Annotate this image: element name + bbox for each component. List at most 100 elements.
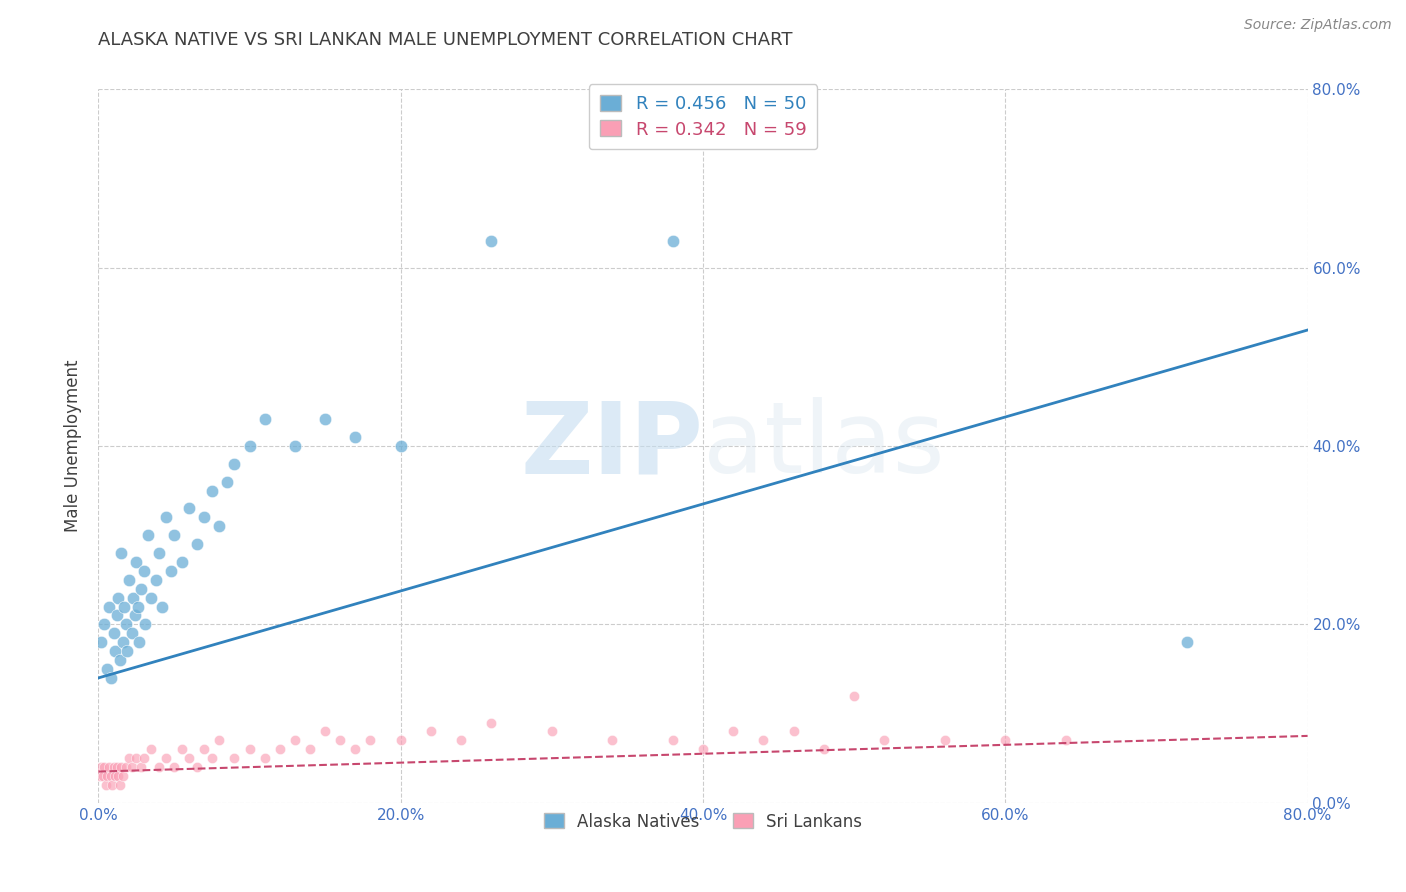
Point (110, 760, 132, 774)
Point (299, 742, 322, 756)
Point (170, 555, 193, 569)
Text: Source: ZipAtlas.com: Source: ZipAtlas.com (1244, 18, 1392, 32)
Point (100, 671, 122, 685)
Point (98, 760, 121, 774)
Point (107, 591, 129, 605)
Point (752, 733, 775, 747)
Point (148, 546, 170, 560)
Point (186, 537, 208, 551)
Point (101, 778, 124, 792)
Point (94, 778, 117, 792)
Point (105, 760, 128, 774)
Point (103, 626, 125, 640)
Point (124, 608, 146, 623)
Point (155, 510, 177, 524)
Point (150, 599, 173, 614)
Point (89, 769, 111, 783)
Point (314, 724, 336, 739)
Point (107, 769, 129, 783)
Point (118, 573, 141, 587)
Point (661, 733, 683, 747)
Text: atlas: atlas (703, 398, 945, 494)
Point (163, 528, 186, 542)
Point (121, 760, 143, 774)
Point (90, 635, 112, 649)
Point (208, 519, 231, 533)
Point (155, 751, 177, 765)
Point (186, 760, 208, 774)
Point (873, 733, 896, 747)
Point (661, 234, 683, 248)
Point (934, 733, 956, 747)
Point (344, 430, 367, 444)
Point (360, 733, 382, 747)
Point (239, 742, 262, 756)
Point (253, 751, 276, 765)
Point (224, 457, 246, 471)
Point (115, 644, 138, 658)
Point (91, 769, 114, 783)
Point (98, 599, 121, 614)
Point (127, 599, 149, 614)
Point (481, 234, 503, 248)
Point (125, 555, 148, 569)
Point (132, 751, 155, 765)
Point (132, 564, 155, 578)
Point (179, 501, 201, 516)
Point (145, 573, 167, 587)
Point (108, 653, 131, 667)
Point (193, 510, 215, 524)
Point (844, 689, 866, 703)
Point (602, 733, 624, 747)
Point (110, 546, 132, 560)
Point (540, 724, 562, 739)
Point (239, 439, 262, 453)
Point (103, 760, 125, 774)
Point (104, 769, 127, 783)
Point (108, 778, 131, 792)
Point (208, 733, 231, 747)
Point (118, 751, 141, 765)
Point (114, 760, 136, 774)
Point (284, 439, 307, 453)
Point (692, 742, 714, 756)
Point (1054, 733, 1077, 747)
Point (96, 662, 118, 676)
Point (160, 564, 183, 578)
Point (224, 751, 246, 765)
Point (96, 769, 118, 783)
Point (450, 733, 472, 747)
Point (201, 483, 224, 498)
Point (100, 769, 122, 783)
Point (105, 608, 128, 623)
Y-axis label: Male Unemployment: Male Unemployment (65, 359, 83, 533)
Point (1175, 635, 1198, 649)
Point (314, 412, 336, 426)
Point (114, 617, 136, 632)
Point (193, 742, 215, 756)
Point (201, 751, 224, 765)
Point (170, 742, 193, 756)
Point (112, 599, 135, 614)
Point (134, 617, 156, 632)
Point (122, 591, 145, 605)
Point (111, 769, 134, 783)
Point (93, 760, 115, 774)
Point (389, 439, 412, 453)
Point (129, 582, 152, 596)
Point (253, 412, 276, 426)
Text: ZIP: ZIP (520, 398, 703, 494)
Point (420, 724, 443, 739)
Point (141, 591, 163, 605)
Point (723, 724, 745, 739)
Point (90, 760, 112, 774)
Point (128, 635, 150, 649)
Point (284, 733, 307, 747)
Point (136, 528, 159, 542)
Legend: Alaska Natives, Sri Lankans: Alaska Natives, Sri Lankans (537, 806, 869, 838)
Point (389, 733, 412, 747)
Point (269, 742, 291, 756)
Point (783, 724, 806, 739)
Point (93, 617, 115, 632)
Point (104, 644, 127, 658)
